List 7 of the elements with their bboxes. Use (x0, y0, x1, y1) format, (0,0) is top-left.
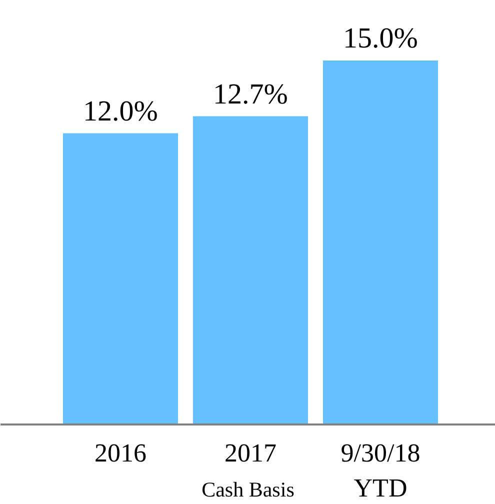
x-tick-label: 9/30/18 YTD (340, 438, 420, 502)
data-label: 12.7% (213, 78, 288, 110)
x-tick-label: 2016 (94, 438, 146, 468)
data-label: 12.0% (83, 95, 158, 128)
x-tick-label: 2017 (224, 438, 276, 468)
x-axis-title: Cash Basis (202, 477, 294, 502)
data-label: 15.0% (343, 22, 418, 54)
